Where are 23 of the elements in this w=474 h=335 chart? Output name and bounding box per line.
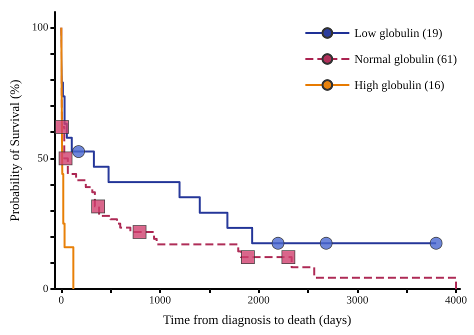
y-tick-label: 0 [42, 283, 49, 295]
x-axis-title: Time from diagnosis to death (days) [163, 312, 352, 327]
x-tick-label: 4000 [445, 294, 468, 306]
point [241, 250, 255, 264]
y-axis-title: Probability of Survival (%) [7, 80, 22, 222]
x-tick-label: 1000 [148, 294, 172, 306]
legend-label: Low globulin (19) [354, 26, 442, 40]
point [320, 236, 333, 250]
point [281, 250, 296, 264]
point [430, 236, 443, 250]
point [272, 236, 284, 250]
point [55, 120, 69, 134]
x-tick-label: 0 [58, 294, 65, 306]
y-tick-label: 50 [37, 152, 49, 164]
legend-label: High globulin (16) [354, 78, 444, 92]
x-tick-label: 3000 [346, 294, 369, 306]
y-tick-label: 100 [32, 22, 49, 34]
point [132, 225, 146, 239]
point [72, 145, 85, 158]
x-tick-label: 2000 [248, 294, 270, 306]
legend-label: Normal globulin (61) [354, 52, 458, 66]
point [58, 151, 72, 166]
point [91, 200, 106, 214]
